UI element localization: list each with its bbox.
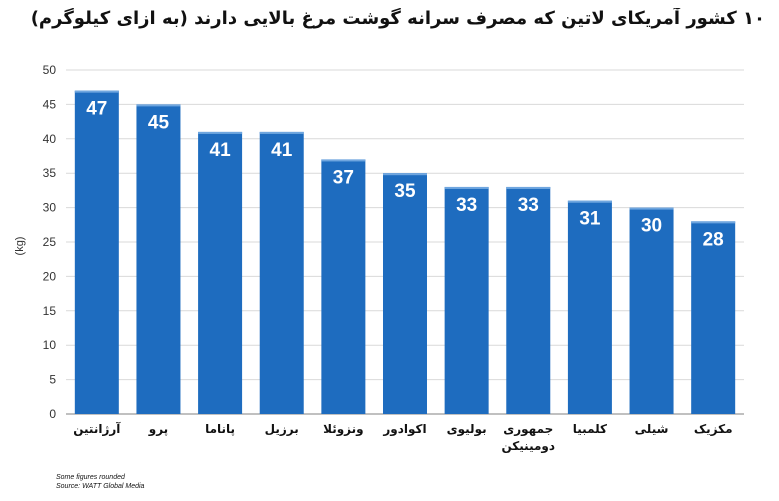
category-label: بولیوی <box>447 422 487 437</box>
value-label: 35 <box>394 181 416 202</box>
bar-highlight <box>691 221 736 224</box>
y-tick-label: 0 <box>49 407 56 421</box>
value-label: 41 <box>271 140 293 161</box>
y-tick-label: 45 <box>43 97 57 111</box>
bar <box>506 186 551 414</box>
bar <box>567 200 612 414</box>
category-label: برزیل <box>265 422 299 436</box>
bar-highlight <box>383 173 427 176</box>
y-tick-label: 40 <box>43 132 57 146</box>
category-label: مکزیک <box>694 422 733 436</box>
y-axis-label: (kg) <box>14 237 26 256</box>
category-label: کلمبیا <box>573 422 607 436</box>
bar-highlight <box>567 200 612 203</box>
chart-notes: Some figures rounded Source: WATT Global… <box>56 473 144 491</box>
chart-title: ۱۰ کشور آمریکای لاتین که مصرف سرانه گوشت… <box>30 8 765 29</box>
bar-highlight <box>444 186 489 189</box>
category-label: جمهوری <box>503 422 553 437</box>
bar <box>74 90 119 414</box>
category-label: اکوادور <box>382 422 426 437</box>
value-label: 28 <box>703 229 724 250</box>
value-label: 33 <box>456 195 477 216</box>
bar <box>629 207 674 414</box>
y-tick-label: 10 <box>43 338 57 352</box>
y-tick-label: 35 <box>43 166 57 180</box>
source-note: Source: WATT Global Media <box>56 483 145 490</box>
y-tick-label: 5 <box>49 373 56 387</box>
rounding-note: Some figures rounded <box>56 474 125 481</box>
category-label: پاناما <box>205 422 235 436</box>
bar <box>198 131 243 415</box>
bar-highlight <box>259 131 304 134</box>
bar <box>259 131 304 415</box>
category-label: پرو <box>148 422 168 437</box>
category-label: شیلی <box>635 422 669 436</box>
category-label: دومینیکن <box>502 439 556 454</box>
y-tick-label: 50 <box>43 63 57 77</box>
value-label: 30 <box>641 216 662 237</box>
value-label: 37 <box>333 167 354 188</box>
value-label: 31 <box>579 209 601 230</box>
bar-highlight <box>629 207 674 210</box>
y-tick-label: 30 <box>43 201 57 215</box>
category-label: آرژانتین <box>73 421 121 436</box>
bar <box>691 221 736 414</box>
value-label: 45 <box>148 112 170 133</box>
bar <box>383 173 427 414</box>
bar <box>136 104 181 415</box>
category-label: ونزوئلا <box>323 422 364 437</box>
bar <box>444 186 489 414</box>
value-label: 41 <box>210 140 232 161</box>
value-label: 47 <box>86 99 107 120</box>
bar-highlight <box>506 186 551 189</box>
bar-highlight <box>321 159 366 162</box>
value-label: 33 <box>518 195 539 216</box>
bar-highlight <box>74 90 119 93</box>
y-tick-label: 20 <box>43 269 57 283</box>
bar <box>321 159 366 414</box>
y-tick-label: 15 <box>43 304 57 318</box>
bar-highlight <box>136 104 181 107</box>
bar-highlight <box>198 131 243 134</box>
y-tick-label: 25 <box>43 235 57 249</box>
